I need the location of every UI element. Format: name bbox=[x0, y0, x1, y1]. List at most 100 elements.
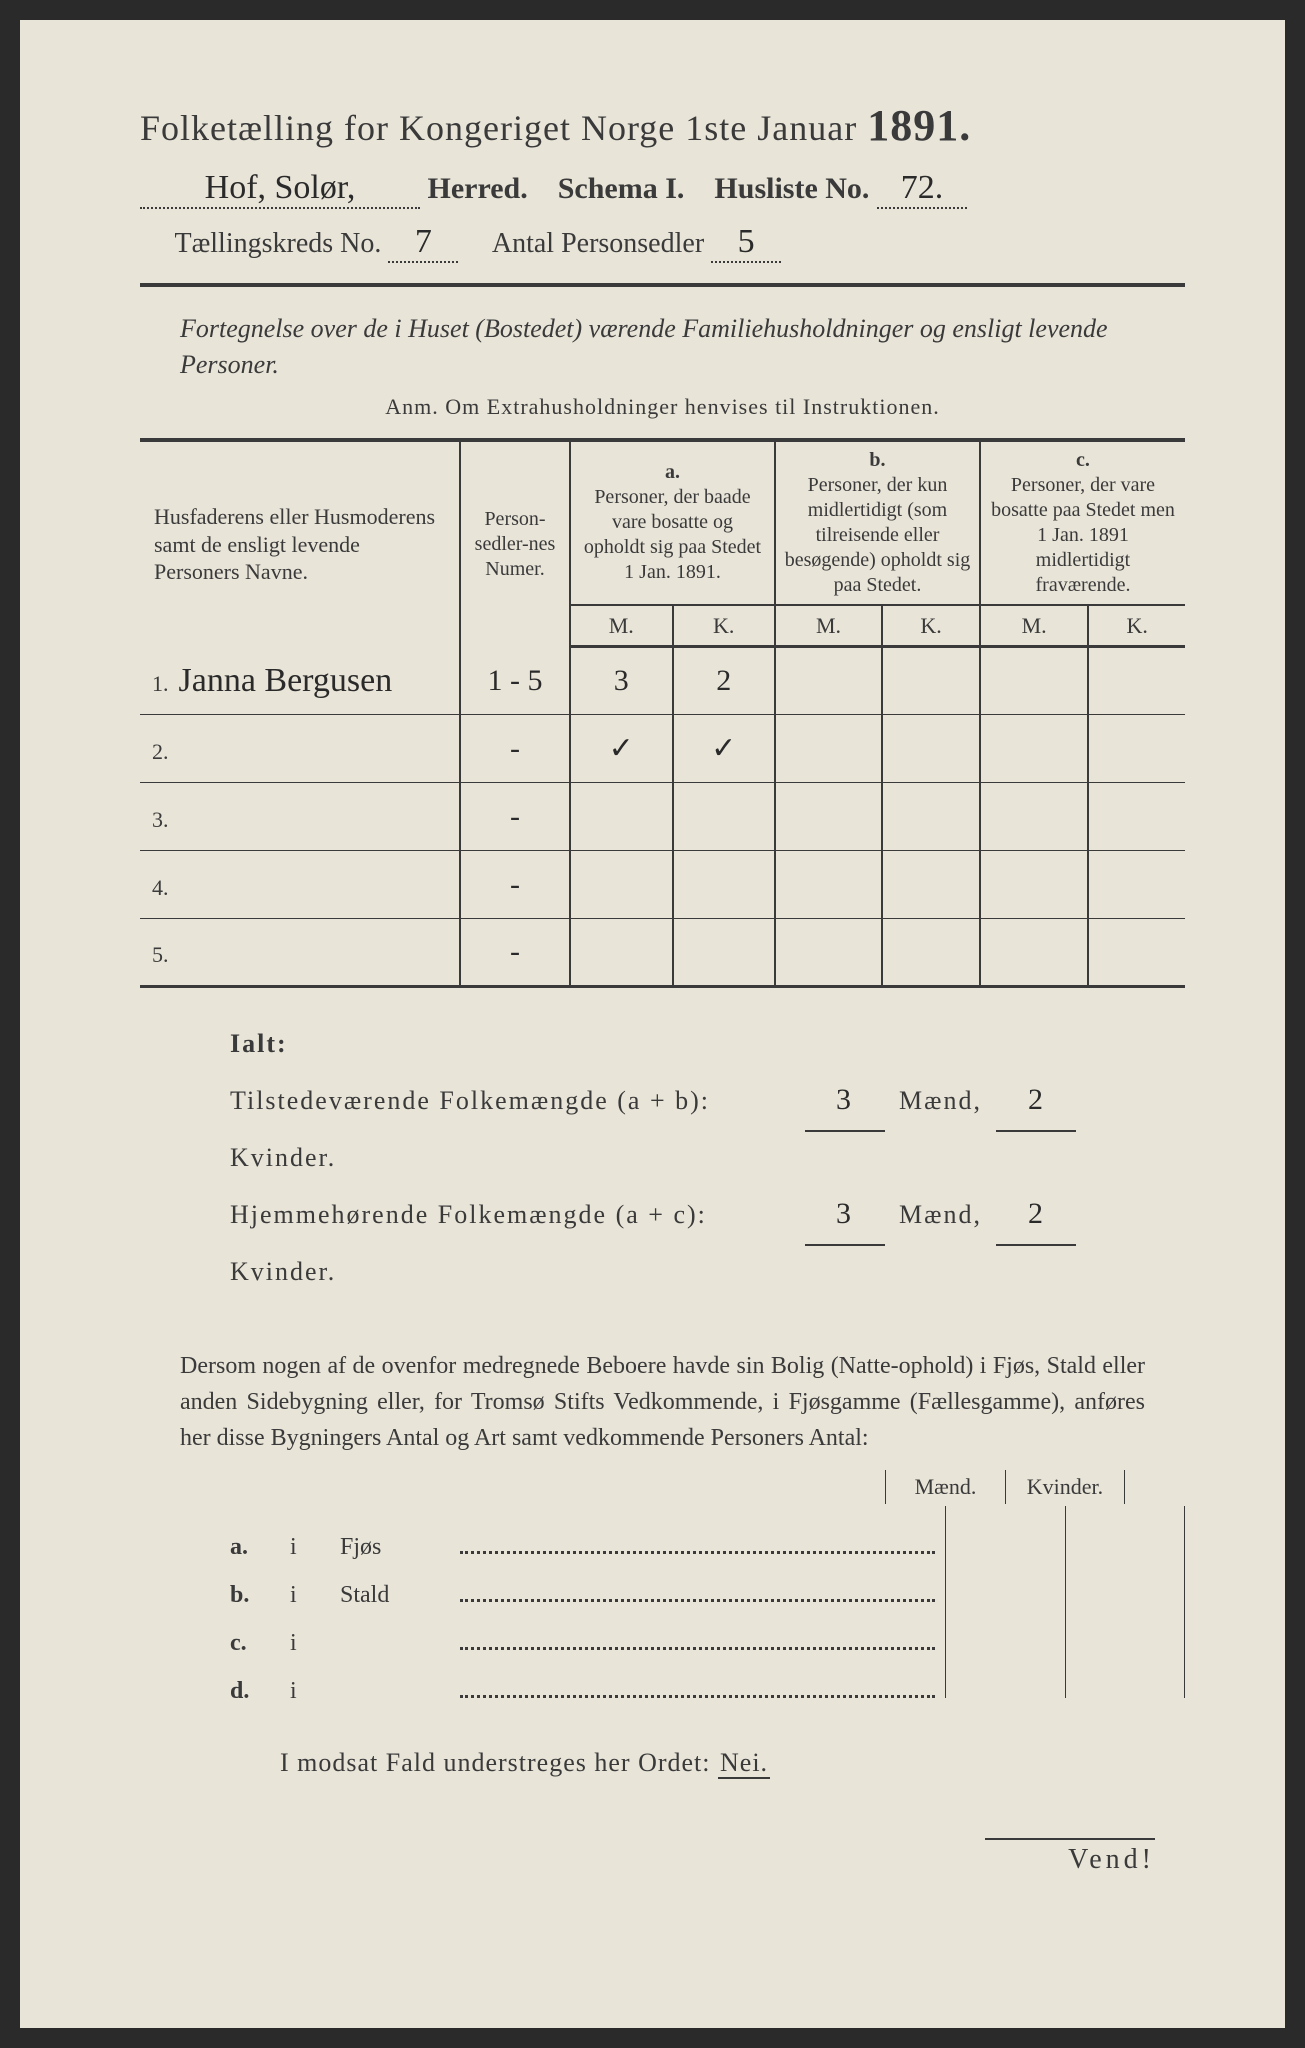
antal-label: Antal Personsedler bbox=[492, 228, 704, 259]
title-prefix: Folketælling for Kongeriget Norge 1ste J… bbox=[140, 108, 857, 148]
a-m-cell: ✓ bbox=[570, 715, 673, 783]
ialt-label: Ialt: bbox=[230, 1018, 1185, 1070]
ialt-kvinder1: Kvinder. bbox=[230, 1143, 336, 1172]
c-m-cell bbox=[980, 919, 1088, 987]
kreds-value: 7 bbox=[388, 223, 458, 263]
a-text: Personer, der baade vare bosatte og opho… bbox=[579, 485, 766, 585]
table-row: 3.- bbox=[140, 783, 1185, 851]
ialt-line2-label: Hjemmehørende Folkemængde (a + c): bbox=[230, 1189, 790, 1241]
census-form-page: Folketælling for Kongeriget Norge 1ste J… bbox=[20, 20, 1285, 2028]
a-k-cell: 2 bbox=[673, 647, 776, 715]
title-year: 1891. bbox=[867, 101, 971, 150]
abcd-i: i bbox=[290, 1534, 340, 1561]
c-k-header: K. bbox=[1088, 605, 1185, 647]
building-types-block: Mænd. Kvinder. a.iFjøsb.iStaldc.id.i bbox=[140, 1506, 1185, 1698]
a-m-cell bbox=[570, 851, 673, 919]
col-a-header: a. Personer, der baade vare bosatte og o… bbox=[570, 440, 775, 605]
numer-cell: - bbox=[460, 783, 570, 851]
ialt-kvinder2: Kvinder. bbox=[230, 1257, 336, 1286]
abcd-label: b. bbox=[230, 1582, 290, 1609]
abcd-label: a. bbox=[230, 1534, 290, 1561]
nei-text: I modsat Fald understreges her Ordet: bbox=[280, 1748, 711, 1777]
a-k-cell bbox=[673, 783, 776, 851]
table-row: 4.- bbox=[140, 851, 1185, 919]
divider bbox=[140, 283, 1185, 287]
numer-cell: - bbox=[460, 715, 570, 783]
c-m-cell bbox=[980, 851, 1088, 919]
col-numer-header: Person-sedler-nes Numer. bbox=[460, 440, 570, 647]
ialt-l2-k: 2 bbox=[996, 1184, 1076, 1246]
ialt-line1: Tilstedeværende Folkemængde (a + b): 3 M… bbox=[230, 1070, 1185, 1184]
ialt-l1-m: 3 bbox=[805, 1070, 885, 1132]
c-text: Personer, der vare bosatte paa Stedet me… bbox=[989, 473, 1177, 598]
abcd-i: i bbox=[290, 1678, 340, 1705]
c-k-cell bbox=[1088, 851, 1185, 919]
name-cell: 3. bbox=[140, 783, 460, 851]
abcd-m-cell bbox=[945, 1554, 1065, 1602]
name-cell: 2. bbox=[140, 715, 460, 783]
antal-value: 5 bbox=[711, 223, 781, 263]
b-k-cell bbox=[882, 919, 980, 987]
abcd-row: c.i bbox=[230, 1602, 1185, 1650]
abcd-name: Stald bbox=[340, 1582, 460, 1609]
abcd-dots bbox=[460, 1536, 935, 1554]
b-m-header: M. bbox=[775, 605, 882, 647]
mk-m-header: Mænd. bbox=[885, 1470, 1005, 1504]
anm-note: Anm. Om Extrahusholdninger henvises til … bbox=[140, 394, 1185, 420]
numer-cell: 1 - 5 bbox=[460, 647, 570, 715]
col-b-header: b. Personer, der kun midlertidigt (som t… bbox=[775, 440, 980, 605]
explanatory-paragraph: Dersom nogen af de ovenfor medregnede Be… bbox=[180, 1348, 1145, 1456]
name-cell: 5. bbox=[140, 919, 460, 987]
ialt-line1-label: Tilstedeværende Folkemængde (a + b): bbox=[230, 1075, 790, 1127]
abcd-dots bbox=[460, 1584, 935, 1602]
husliste-label: Husliste No. bbox=[714, 172, 869, 205]
numer-cell: - bbox=[460, 851, 570, 919]
ialt-maend2: Mænd, bbox=[899, 1200, 982, 1229]
herred-label: Herred. bbox=[428, 172, 528, 205]
abcd-label: c. bbox=[230, 1630, 290, 1657]
abcd-k-cell bbox=[1065, 1650, 1185, 1698]
ialt-block: Ialt: Tilstedeværende Folkemængde (a + b… bbox=[230, 1018, 1185, 1298]
abcd-m-cell bbox=[945, 1602, 1065, 1650]
herred-value: Hof, Solør, bbox=[140, 169, 420, 209]
table-row: 5.- bbox=[140, 919, 1185, 987]
b-k-cell bbox=[882, 851, 980, 919]
table-row: 2.-✓✓ bbox=[140, 715, 1185, 783]
abcd-k-cell bbox=[1065, 1554, 1185, 1602]
b-head: b. bbox=[784, 448, 971, 473]
a-k-header: K. bbox=[673, 605, 776, 647]
b-m-cell bbox=[775, 647, 882, 715]
form-title: Folketælling for Kongeriget Norge 1ste J… bbox=[140, 100, 1185, 151]
herred-row: Hof, Solør, Herred. Schema I. Husliste N… bbox=[140, 169, 1185, 209]
c-head: c. bbox=[989, 448, 1177, 473]
mk-k-header: Kvinder. bbox=[1005, 1470, 1125, 1504]
ialt-maend1: Mænd, bbox=[899, 1086, 982, 1115]
household-table: Husfaderens eller Husmoderens samt de en… bbox=[140, 438, 1185, 989]
b-k-header: K. bbox=[882, 605, 980, 647]
c-m-header: M. bbox=[980, 605, 1088, 647]
c-m-cell bbox=[980, 715, 1088, 783]
numer-cell: - bbox=[460, 919, 570, 987]
table-row: 1.Janna Bergusen1 - 532 bbox=[140, 647, 1185, 715]
a-m-cell: 3 bbox=[570, 647, 673, 715]
abcd-row: d.i bbox=[230, 1650, 1185, 1698]
a-k-cell bbox=[673, 919, 776, 987]
vend-label: Vend! bbox=[985, 1838, 1155, 1876]
b-m-cell bbox=[775, 715, 882, 783]
abcd-row: a.iFjøs bbox=[230, 1506, 1185, 1554]
col-c-header: c. Personer, der vare bosatte paa Stedet… bbox=[980, 440, 1185, 605]
a-head: a. bbox=[579, 460, 766, 485]
b-m-cell bbox=[775, 851, 882, 919]
a-m-header: M. bbox=[570, 605, 673, 647]
subtitle: Fortegnelse over de i Huset (Bostedet) v… bbox=[180, 311, 1145, 384]
abcd-dots bbox=[460, 1632, 935, 1650]
abcd-list: Mænd. Kvinder. a.iFjøsb.iStaldc.id.i bbox=[230, 1506, 1185, 1698]
c-k-cell bbox=[1088, 715, 1185, 783]
b-k-cell bbox=[882, 647, 980, 715]
ialt-l1-k: 2 bbox=[996, 1070, 1076, 1132]
col-name-header: Husfaderens eller Husmoderens samt de en… bbox=[140, 440, 460, 647]
a-k-cell: ✓ bbox=[673, 715, 776, 783]
c-k-cell bbox=[1088, 783, 1185, 851]
schema-label: Schema I. bbox=[558, 172, 685, 205]
ialt-line2: Hjemmehørende Folkemængde (a + c): 3 Mæn… bbox=[230, 1184, 1185, 1298]
